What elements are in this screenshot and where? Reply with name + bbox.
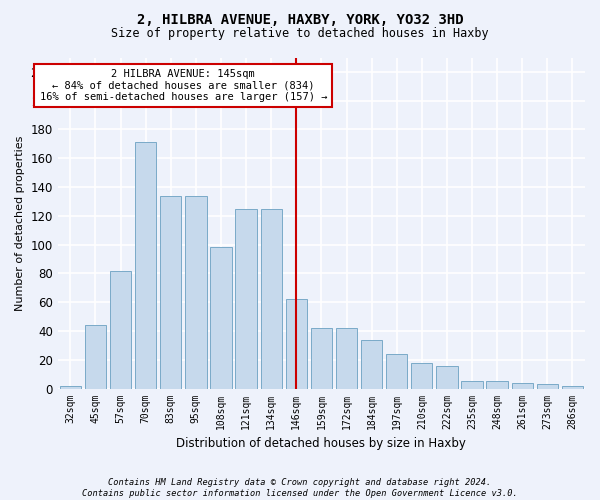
Bar bbox=[135, 142, 157, 388]
Bar bbox=[536, 384, 558, 388]
Bar bbox=[110, 270, 131, 388]
Bar bbox=[260, 208, 282, 388]
Bar bbox=[436, 366, 458, 388]
Bar bbox=[185, 196, 206, 388]
Bar bbox=[311, 328, 332, 388]
Y-axis label: Number of detached properties: Number of detached properties bbox=[15, 136, 25, 310]
Bar bbox=[361, 340, 382, 388]
Bar bbox=[487, 382, 508, 388]
Bar bbox=[59, 386, 81, 388]
Text: Size of property relative to detached houses in Haxby: Size of property relative to detached ho… bbox=[111, 28, 489, 40]
Bar bbox=[336, 328, 357, 388]
Bar bbox=[386, 354, 407, 388]
Bar bbox=[235, 208, 257, 388]
Text: 2 HILBRA AVENUE: 145sqm
← 84% of detached houses are smaller (834)
16% of semi-d: 2 HILBRA AVENUE: 145sqm ← 84% of detache… bbox=[40, 69, 327, 102]
Text: 2, HILBRA AVENUE, HAXBY, YORK, YO32 3HD: 2, HILBRA AVENUE, HAXBY, YORK, YO32 3HD bbox=[137, 12, 463, 26]
Bar bbox=[211, 248, 232, 388]
Bar bbox=[461, 382, 482, 388]
X-axis label: Distribution of detached houses by size in Haxby: Distribution of detached houses by size … bbox=[176, 437, 466, 450]
Bar bbox=[512, 383, 533, 388]
Bar bbox=[411, 362, 433, 388]
Bar bbox=[160, 196, 181, 388]
Bar bbox=[85, 325, 106, 388]
Bar bbox=[562, 386, 583, 388]
Text: Contains HM Land Registry data © Crown copyright and database right 2024.
Contai: Contains HM Land Registry data © Crown c… bbox=[82, 478, 518, 498]
Bar bbox=[286, 300, 307, 388]
